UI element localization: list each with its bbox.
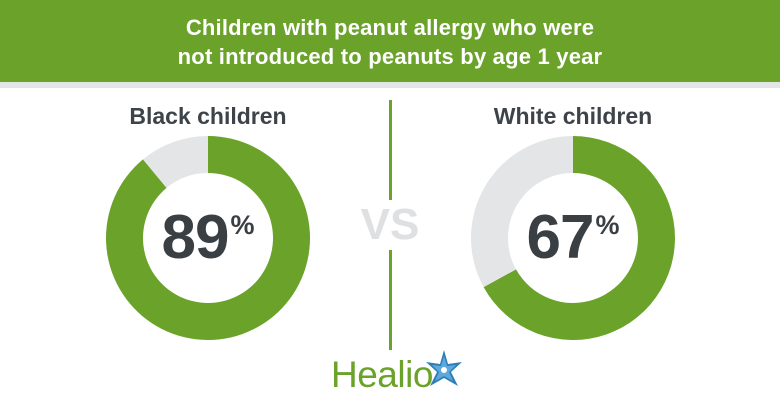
vs-label: VS [340,200,440,250]
black-children-donut [106,136,310,340]
donut-slice-primary [483,136,675,340]
white-children-percent-sign: % [595,210,620,240]
white-children-percent: 67% [471,206,675,270]
healio-logo: Healio [331,350,481,399]
white-children-donut [471,136,675,340]
title-banner: Children with peanut allergy who were no… [0,0,780,82]
black-children-percent-sign: % [230,210,255,240]
healio-logo-text: Healio [331,354,433,395]
black-children-percent-value: 89 [161,203,230,272]
donut-slice-remainder [471,136,573,288]
black-children-slices [106,136,310,340]
title-line-2: not introduced to peanuts by age 1 year [177,44,603,69]
banner-shadow-strip [0,82,780,88]
black-children-percent: 89% [106,206,310,270]
white-children-percent-value: 67 [526,203,595,272]
donut-slice-primary [106,136,310,340]
black-children-label: Black children [129,103,287,129]
title-line-1: Children with peanut allergy who were [185,15,595,40]
donut-slice-remainder [142,136,208,188]
white-children-label: White children [493,103,653,129]
healio-star-icon [426,350,462,386]
white-children-slices [471,136,675,340]
